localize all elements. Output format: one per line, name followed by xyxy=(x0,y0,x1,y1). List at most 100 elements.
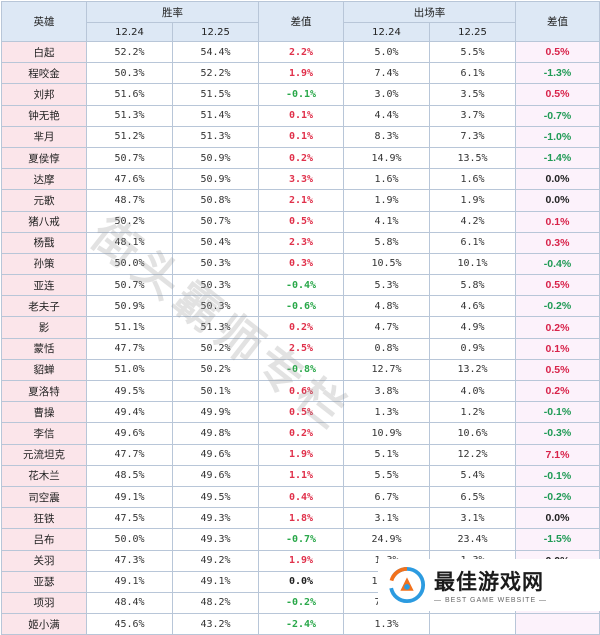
winrate-1224-cell: 49.1% xyxy=(86,570,173,593)
winrate-diff-cell: 0.1% xyxy=(258,125,344,148)
winrate-1224-cell: 52.2% xyxy=(86,40,173,64)
winrate-1224-cell: 47.6% xyxy=(86,168,173,191)
table-row: 亚连 50.7% 50.3% -0.4% 5.3% 5.8% 0.5% xyxy=(1,274,600,297)
winrate-1225-cell: 43.2% xyxy=(172,613,259,635)
site-logo[interactable]: 最佳游戏网 — BEST GAME WEBSITE — xyxy=(378,559,600,611)
winrate-1224-cell: 51.1% xyxy=(86,316,173,339)
pickrate-1225-cell: 4.6% xyxy=(429,295,516,318)
hero-name-cell: 孙策 xyxy=(1,252,87,276)
winrate-diff-cell: 1.9% xyxy=(258,62,344,85)
hero-name-cell: 影 xyxy=(1,316,87,339)
pickrate-1225-cell: 3.1% xyxy=(429,507,516,530)
winrate-1224-cell: 51.0% xyxy=(86,358,173,382)
table-row: 夏侯惇 50.7% 50.9% 0.2% 14.9% 13.5% -1.4% xyxy=(1,146,600,170)
pickrate-1224-cell: 10.5% xyxy=(343,252,430,276)
table-row: 姬小满 45.6% 43.2% -2.4% 1.3% xyxy=(1,613,600,635)
logo-text-en: — BEST GAME WEBSITE — xyxy=(434,597,548,604)
winrate-1225-cell: 50.8% xyxy=(172,189,259,212)
table-row: 吕布 50.0% 49.3% -0.7% 24.9% 23.4% -1.5% xyxy=(1,528,600,551)
winrate-1224-cell: 50.0% xyxy=(86,528,173,551)
pickrate-1224-cell: 5.1% xyxy=(343,443,430,466)
pickrate-diff-cell: 7.1% xyxy=(515,443,600,466)
winrate-diff-cell: 2.5% xyxy=(258,337,344,360)
winrate-diff-cell: 0.6% xyxy=(258,379,344,403)
winrate-diff-cell: 2.3% xyxy=(258,231,344,254)
hero-name-cell: 司空震 xyxy=(1,485,87,509)
winrate-1225-cell: 51.4% xyxy=(172,104,259,127)
winrate-diff-cell: 2.1% xyxy=(258,189,344,212)
winrate-1225-cell: 52.2% xyxy=(172,62,259,85)
hero-name-cell: 曹操 xyxy=(1,401,87,424)
hero-name-cell: 元流坦克 xyxy=(1,443,87,466)
winrate-1225-cell: 50.2% xyxy=(172,337,259,360)
pickrate-date-1225: 12.25 xyxy=(429,22,516,42)
hero-name-cell: 项羽 xyxy=(1,591,87,615)
winrate-1225-cell: 50.2% xyxy=(172,358,259,382)
pickrate-1225-cell: 4.9% xyxy=(429,316,516,339)
table-row: 夏洛特 49.5% 50.1% 0.6% 3.8% 4.0% 0.2% xyxy=(1,379,600,403)
winrate-1224-cell: 50.2% xyxy=(86,210,173,233)
pickrate-1224-cell: 1.3% xyxy=(343,401,430,424)
winrate-diff-cell: -0.8% xyxy=(258,358,344,382)
pickrate-diff-cell: -0.2% xyxy=(515,295,600,318)
winrate-diff-cell: -2.4% xyxy=(258,613,344,635)
table-row: 司空震 49.1% 49.5% 0.4% 6.7% 6.5% -0.2% xyxy=(1,485,600,509)
winrate-diff-cell: -0.7% xyxy=(258,528,344,551)
hero-name-cell: 吕布 xyxy=(1,528,87,551)
pickrate-diff-cell: 0.5% xyxy=(515,83,600,106)
winrate-1224-cell: 50.3% xyxy=(86,62,173,85)
hero-name-cell: 钟无艳 xyxy=(1,104,87,127)
pickrate-diff-cell: 0.2% xyxy=(515,379,600,403)
winrate-diff-cell: 1.8% xyxy=(258,507,344,530)
winrate-diff-cell: 0.0% xyxy=(258,570,344,593)
hero-name-cell: 刘邦 xyxy=(1,83,87,106)
winrate-diff-cell: 0.3% xyxy=(258,252,344,276)
winrate-diff-cell: -0.1% xyxy=(258,83,344,106)
pickrate-diff-cell: 0.2% xyxy=(515,316,600,339)
pickrate-diff-cell: 0.5% xyxy=(515,40,600,64)
pickrate-1224-cell: 5.0% xyxy=(343,40,430,64)
pickrate-1225-cell xyxy=(429,613,516,635)
table-row: 貂蝉 51.0% 50.2% -0.8% 12.7% 13.2% 0.5% xyxy=(1,358,600,382)
pickrate-diff-cell: 0.3% xyxy=(515,231,600,254)
winrate-1225-cell: 49.3% xyxy=(172,507,259,530)
winrate-1225-cell: 49.8% xyxy=(172,422,259,445)
hero-name-cell: 狂铁 xyxy=(1,507,87,530)
winrate-diff-cell: 1.1% xyxy=(258,464,344,487)
winrate-diff-cell: 2.2% xyxy=(258,40,344,64)
pickrate-1225-cell: 5.8% xyxy=(429,274,516,297)
pickrate-1225-cell: 5.5% xyxy=(429,40,516,64)
pickrate-1224-cell: 4.1% xyxy=(343,210,430,233)
winrate-diff-cell: 3.3% xyxy=(258,168,344,191)
winrate-1224-cell: 48.4% xyxy=(86,591,173,615)
pickrate-diff-cell: 0.1% xyxy=(515,210,600,233)
pickrate-1225-cell: 1.6% xyxy=(429,168,516,191)
pickrate-1224-cell: 6.7% xyxy=(343,485,430,509)
winrate-1225-cell: 51.3% xyxy=(172,316,259,339)
winrate-1224-cell: 47.7% xyxy=(86,443,173,466)
pickrate-diff-cell: 0.0% xyxy=(515,507,600,530)
winrate-diff-cell: 1.9% xyxy=(258,443,344,466)
pickrate-1225-cell: 0.9% xyxy=(429,337,516,360)
table-row: 孙策 50.0% 50.3% 0.3% 10.5% 10.1% -0.4% xyxy=(1,252,600,276)
table-row: 猪八戒 50.2% 50.7% 0.5% 4.1% 4.2% 0.1% xyxy=(1,210,600,233)
winrate-1225-cell: 49.9% xyxy=(172,401,259,424)
hero-name-cell: 李信 xyxy=(1,422,87,445)
pickrate-diff-cell: 0.0% xyxy=(515,168,600,191)
logo-mark-icon xyxy=(388,566,426,604)
pickrate-date-1224: 12.24 xyxy=(343,22,430,42)
winrate-diff-cell: 1.9% xyxy=(258,549,344,572)
table-row: 花木兰 48.5% 49.6% 1.1% 5.5% 5.4% -0.1% xyxy=(1,464,600,487)
hero-name-cell: 程咬金 xyxy=(1,62,87,85)
hero-name-cell: 猪八戒 xyxy=(1,210,87,233)
pickrate-1225-cell: 7.3% xyxy=(429,125,516,148)
winrate-1224-cell: 51.2% xyxy=(86,125,173,148)
table-row: 狂铁 47.5% 49.3% 1.8% 3.1% 3.1% 0.0% xyxy=(1,507,600,530)
pickrate-diff-cell: -0.4% xyxy=(515,252,600,276)
winrate-1224-cell: 45.6% xyxy=(86,613,173,635)
pickrate-1224-cell: 12.7% xyxy=(343,358,430,382)
pickrate-1225-cell: 6.5% xyxy=(429,485,516,509)
hero-name-cell: 达摩 xyxy=(1,168,87,191)
winrate-diff-cell: 0.4% xyxy=(258,485,344,509)
pickrate-1224-cell: 14.9% xyxy=(343,146,430,170)
